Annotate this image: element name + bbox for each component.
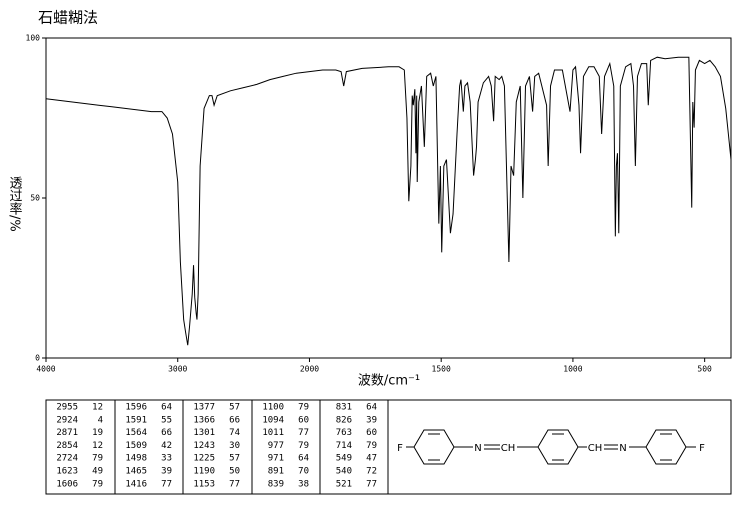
atom-label: F xyxy=(699,443,705,454)
x-tick-label: 2000 xyxy=(300,365,319,374)
peak-transmittance: 12 xyxy=(92,441,103,451)
peak-transmittance: 57 xyxy=(229,403,240,413)
peak-transmittance: 77 xyxy=(366,479,377,489)
y-tick-label: 0 xyxy=(35,354,40,363)
peak-transmittance: 74 xyxy=(229,428,240,438)
peak-transmittance: 79 xyxy=(92,454,103,464)
peak-wavenumber: 1094 xyxy=(262,415,284,425)
peak-wavenumber: 2724 xyxy=(56,454,78,464)
peak-transmittance: 64 xyxy=(366,403,377,413)
peak-transmittance: 79 xyxy=(92,479,103,489)
peak-transmittance: 60 xyxy=(366,428,377,438)
peak-wavenumber: 839 xyxy=(268,479,284,489)
peak-wavenumber: 2924 xyxy=(56,415,78,425)
peak-wavenumber: 763 xyxy=(336,428,352,438)
ring xyxy=(413,429,455,465)
peak-wavenumber: 1606 xyxy=(56,479,78,489)
peak-transmittance: 12 xyxy=(92,403,103,413)
atom-label: N xyxy=(619,443,626,454)
peak-transmittance: 79 xyxy=(366,441,377,451)
atom-label: N xyxy=(474,443,481,454)
peak-wavenumber: 971 xyxy=(268,454,284,464)
peak-transmittance: 30 xyxy=(229,441,240,451)
x-axis-label: 波数/cm⁻¹ xyxy=(358,374,420,389)
y-axis-label: 透过率/% xyxy=(7,176,23,232)
peak-wavenumber: 1377 xyxy=(193,403,215,413)
peak-wavenumber: 1225 xyxy=(193,454,215,464)
peak-wavenumber: 2854 xyxy=(56,441,78,451)
peak-transmittance: 77 xyxy=(298,428,309,438)
peak-transmittance: 64 xyxy=(161,403,172,413)
ring xyxy=(645,429,687,465)
peak-wavenumber: 1100 xyxy=(262,403,284,413)
peak-transmittance: 39 xyxy=(366,415,377,425)
peak-wavenumber: 1153 xyxy=(193,479,215,489)
x-tick-label: 1000 xyxy=(563,365,582,374)
x-tick-label: 1500 xyxy=(432,365,451,374)
peak-wavenumber: 1011 xyxy=(262,428,284,438)
peak-transmittance: 55 xyxy=(161,415,172,425)
y-tick-label: 100 xyxy=(26,34,41,43)
peak-transmittance: 47 xyxy=(366,454,377,464)
peak-transmittance: 50 xyxy=(229,467,240,477)
x-tick-label: 4000 xyxy=(36,365,55,374)
y-tick-label: 50 xyxy=(30,194,40,203)
peak-transmittance: 49 xyxy=(92,467,103,477)
peak-wavenumber: 977 xyxy=(268,441,284,451)
peak-transmittance: 66 xyxy=(161,428,172,438)
peak-wavenumber: 1190 xyxy=(193,467,215,477)
peak-transmittance: 77 xyxy=(229,479,240,489)
peak-transmittance: 79 xyxy=(298,441,309,451)
peak-wavenumber: 1366 xyxy=(193,415,215,425)
peak-transmittance: 64 xyxy=(298,454,309,464)
atom-label: CH xyxy=(588,443,603,454)
peak-wavenumber: 1591 xyxy=(125,415,147,425)
peak-transmittance: 39 xyxy=(161,467,172,477)
ring xyxy=(537,429,579,465)
peak-transmittance: 66 xyxy=(229,415,240,425)
peak-wavenumber: 1509 xyxy=(125,441,147,451)
peak-wavenumber: 549 xyxy=(336,454,352,464)
peak-transmittance: 4 xyxy=(98,415,103,425)
peak-transmittance: 72 xyxy=(366,467,377,477)
spectrum-line xyxy=(45,56,732,346)
peak-wavenumber: 1498 xyxy=(125,454,147,464)
peak-transmittance: 38 xyxy=(298,479,309,489)
table-dividers xyxy=(114,400,389,494)
atom-label: F xyxy=(397,443,403,454)
peak-wavenumber: 521 xyxy=(336,479,352,489)
peak-transmittance: 79 xyxy=(298,403,309,413)
peak-wavenumber: 891 xyxy=(268,467,284,477)
peak-wavenumber: 1301 xyxy=(193,428,215,438)
peak-transmittance: 33 xyxy=(161,454,172,464)
x-tick-label: 500 xyxy=(697,365,712,374)
structure-drawing xyxy=(406,429,696,465)
peak-wavenumber: 826 xyxy=(336,415,352,425)
peak-transmittance: 70 xyxy=(298,467,309,477)
plot-frame xyxy=(45,37,732,359)
atom-label: CH xyxy=(501,443,516,454)
peak-wavenumber: 2955 xyxy=(56,403,78,413)
peak-wavenumber: 1416 xyxy=(125,479,147,489)
peak-transmittance: 60 xyxy=(298,415,309,425)
peak-transmittance: 19 xyxy=(92,428,103,438)
peak-wavenumber: 1596 xyxy=(125,403,147,413)
peak-wavenumber: 1243 xyxy=(193,441,215,451)
peak-wavenumber: 1623 xyxy=(56,467,78,477)
peak-wavenumber: 831 xyxy=(336,403,352,413)
chart-title: 石蜡糊法 xyxy=(38,9,98,27)
peak-wavenumber: 1465 xyxy=(125,467,147,477)
peak-transmittance: 77 xyxy=(161,479,172,489)
peak-wavenumber: 540 xyxy=(336,467,352,477)
peak-wavenumber: 2871 xyxy=(56,428,78,438)
peak-wavenumber: 1564 xyxy=(125,428,147,438)
peak-transmittance: 42 xyxy=(161,441,172,451)
x-tick-label: 3000 xyxy=(168,365,187,374)
peak-transmittance: 57 xyxy=(229,454,240,464)
peak-wavenumber: 714 xyxy=(336,441,352,451)
